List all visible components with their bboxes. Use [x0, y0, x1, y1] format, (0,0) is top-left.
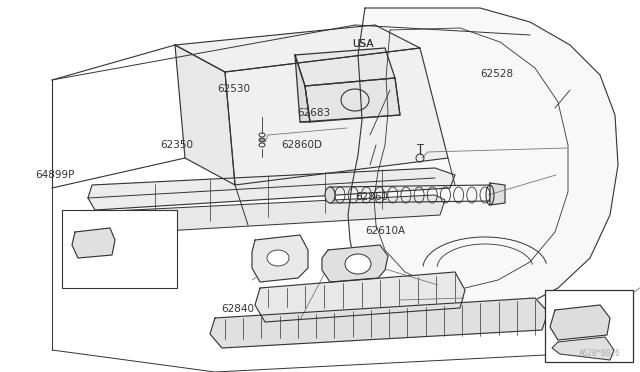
Polygon shape: [305, 78, 400, 122]
Ellipse shape: [325, 187, 335, 203]
Text: USA: USA: [352, 39, 374, 49]
Polygon shape: [175, 25, 420, 72]
Polygon shape: [255, 272, 465, 322]
Text: 62610A: 62610A: [365, 226, 405, 235]
Text: 62350: 62350: [160, 140, 193, 150]
Text: 62860D: 62860D: [282, 140, 323, 150]
Polygon shape: [552, 337, 614, 360]
Polygon shape: [72, 228, 115, 258]
Text: 62860: 62860: [355, 192, 388, 202]
Text: 62840: 62840: [221, 304, 254, 314]
Text: 62530: 62530: [218, 84, 251, 93]
Polygon shape: [348, 8, 618, 320]
Text: 62683: 62683: [298, 109, 331, 118]
Ellipse shape: [267, 250, 289, 266]
Polygon shape: [295, 55, 310, 122]
Ellipse shape: [259, 138, 265, 142]
Text: 64899P: 64899P: [35, 170, 75, 180]
Text: A628*0026: A628*0026: [579, 349, 620, 358]
Polygon shape: [295, 48, 395, 86]
Bar: [62, 210, 177, 288]
Text: USA: USA: [352, 39, 374, 49]
Polygon shape: [252, 235, 308, 282]
Polygon shape: [322, 245, 388, 282]
Polygon shape: [210, 298, 548, 348]
Bar: [545, 290, 633, 362]
Polygon shape: [225, 48, 448, 185]
Polygon shape: [88, 168, 455, 210]
Polygon shape: [88, 195, 445, 235]
Polygon shape: [490, 183, 505, 205]
Polygon shape: [550, 305, 610, 340]
Text: 62528: 62528: [480, 69, 513, 78]
Ellipse shape: [345, 254, 371, 274]
Polygon shape: [175, 45, 235, 185]
